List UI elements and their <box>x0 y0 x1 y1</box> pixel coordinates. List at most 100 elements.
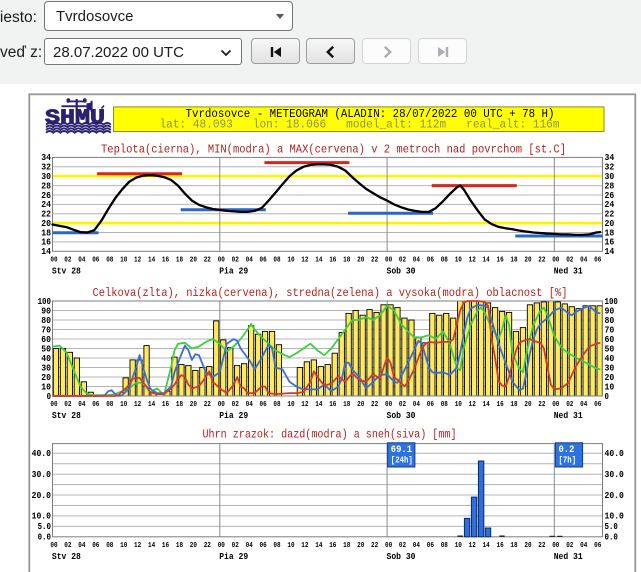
svg-text:14: 14 <box>315 542 322 550</box>
svg-text:06: 06 <box>427 256 434 264</box>
svg-text:24: 24 <box>41 200 51 210</box>
svg-text:00: 00 <box>50 256 57 264</box>
svg-text:12: 12 <box>134 256 141 264</box>
svg-text:10: 10 <box>287 542 294 550</box>
svg-text:22: 22 <box>605 210 615 220</box>
svg-text:06: 06 <box>594 401 601 409</box>
svg-text:20: 20 <box>190 256 197 264</box>
svg-text:22: 22 <box>371 256 378 264</box>
svg-text:16: 16 <box>497 256 504 264</box>
svg-text:02: 02 <box>232 256 239 264</box>
svg-text:90: 90 <box>605 306 615 316</box>
svg-text:5.0: 5.0 <box>38 522 51 532</box>
svg-text:00: 00 <box>218 542 225 550</box>
svg-text:02: 02 <box>566 256 573 264</box>
svg-text:10: 10 <box>455 542 462 550</box>
svg-text:40.0: 40.0 <box>32 449 51 459</box>
svg-text:10: 10 <box>605 382 615 392</box>
svg-text:20: 20 <box>605 219 615 229</box>
svg-text:20: 20 <box>357 256 364 264</box>
svg-text:Teplota(cierna), MIN(modra) a: Teplota(cierna), MIN(modra) a MAX(cerven… <box>101 142 566 156</box>
svg-text:00: 00 <box>552 542 559 550</box>
svg-text:18: 18 <box>343 542 350 550</box>
svg-text:34: 34 <box>605 153 615 163</box>
svg-text:04: 04 <box>78 256 85 264</box>
svg-text:08: 08 <box>441 256 448 264</box>
svg-text:04: 04 <box>246 256 253 264</box>
svg-text:04: 04 <box>246 401 253 409</box>
svg-text:30: 30 <box>41 172 51 182</box>
svg-text:60: 60 <box>41 335 51 345</box>
svg-text:12: 12 <box>469 401 476 409</box>
svg-text:10: 10 <box>287 256 294 264</box>
svg-text:Ned 31: Ned 31 <box>554 552 584 562</box>
svg-text:26: 26 <box>41 191 51 201</box>
svg-text:06: 06 <box>260 256 267 264</box>
svg-text:50: 50 <box>41 344 51 354</box>
svg-text:00: 00 <box>385 256 392 264</box>
svg-text:30: 30 <box>605 172 615 182</box>
svg-text:100: 100 <box>605 297 618 307</box>
svg-text:04: 04 <box>78 401 85 409</box>
svg-text:00: 00 <box>552 401 559 409</box>
svg-text:04: 04 <box>580 401 587 409</box>
svg-text:80: 80 <box>605 316 615 326</box>
svg-text:18: 18 <box>176 542 183 550</box>
svg-text:18: 18 <box>510 401 517 409</box>
svg-text:26: 26 <box>605 191 615 201</box>
svg-text:70: 70 <box>605 325 615 335</box>
svg-text:22: 22 <box>371 401 378 409</box>
svg-text:02: 02 <box>399 401 406 409</box>
svg-text:14: 14 <box>148 401 155 409</box>
svg-text:[7h]: [7h] <box>559 456 577 466</box>
svg-text:06: 06 <box>260 542 267 550</box>
svg-text:12: 12 <box>301 542 308 550</box>
svg-text:Pia 29: Pia 29 <box>219 266 248 276</box>
svg-text:18: 18 <box>510 542 517 550</box>
svg-text:16: 16 <box>329 256 336 264</box>
svg-text:90: 90 <box>41 306 51 316</box>
svg-text:02: 02 <box>566 401 573 409</box>
svg-text:Sob 30: Sob 30 <box>387 266 416 276</box>
svg-text:Pia 29: Pia 29 <box>219 552 248 562</box>
svg-text:20: 20 <box>357 401 364 409</box>
svg-text:14: 14 <box>483 401 490 409</box>
svg-text:0: 0 <box>47 392 51 402</box>
svg-text:Ned 31: Ned 31 <box>554 411 584 421</box>
svg-text:30.0: 30.0 <box>32 470 51 480</box>
svg-text:Uhrn zrazok: dazd(modra) a sne: Uhrn zrazok: dazd(modra) a sneh(siva) [m… <box>203 428 457 442</box>
svg-text:Stv 28: Stv 28 <box>52 552 81 562</box>
svg-text:28: 28 <box>605 181 615 191</box>
svg-text:Sob 30: Sob 30 <box>387 411 416 421</box>
svg-text:14: 14 <box>483 256 490 264</box>
svg-text:Sob 30: Sob 30 <box>387 552 416 562</box>
svg-text:22: 22 <box>204 401 211 409</box>
svg-text:10: 10 <box>120 401 127 409</box>
svg-text:04: 04 <box>413 542 420 550</box>
svg-text:00: 00 <box>385 401 392 409</box>
svg-text:32: 32 <box>605 163 615 173</box>
svg-text:14: 14 <box>148 256 155 264</box>
svg-text:12: 12 <box>301 401 308 409</box>
svg-text:14: 14 <box>315 401 322 409</box>
svg-text:28: 28 <box>41 181 51 191</box>
svg-text:08: 08 <box>273 401 280 409</box>
svg-text:10: 10 <box>41 382 51 392</box>
svg-text:34: 34 <box>41 153 51 163</box>
svg-text:24: 24 <box>605 200 615 210</box>
svg-text:00: 00 <box>50 401 57 409</box>
svg-text:30: 30 <box>41 363 51 373</box>
svg-text:40: 40 <box>41 354 51 364</box>
svg-text:12: 12 <box>301 256 308 264</box>
svg-text:04: 04 <box>246 542 253 550</box>
svg-text:02: 02 <box>232 542 239 550</box>
svg-text:12: 12 <box>134 542 141 550</box>
svg-text:30: 30 <box>605 363 615 373</box>
svg-text:22: 22 <box>371 542 378 550</box>
svg-text:0.2: 0.2 <box>559 445 575 456</box>
svg-text:14: 14 <box>605 247 615 257</box>
svg-text:00: 00 <box>552 256 559 264</box>
svg-text:08: 08 <box>106 256 113 264</box>
svg-text:16: 16 <box>162 256 169 264</box>
svg-text:16: 16 <box>605 238 615 248</box>
